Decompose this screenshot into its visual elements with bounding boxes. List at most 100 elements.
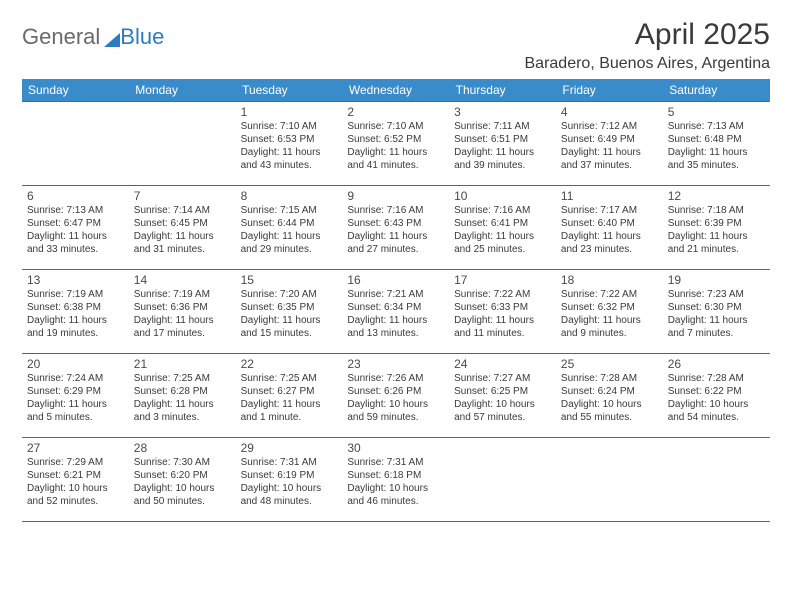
sunrise-line: Sunrise: 7:13 AM [27, 205, 124, 218]
daylight-line: Daylight: 11 hours and 13 minutes. [347, 315, 444, 341]
sunrise-line: Sunrise: 7:13 AM [668, 121, 765, 134]
daylight-line: Daylight: 10 hours and 50 minutes. [134, 483, 231, 509]
sunrise-line: Sunrise: 7:18 AM [668, 205, 765, 218]
sunset-line: Sunset: 6:43 PM [347, 218, 444, 231]
calendar-page: General Blue April 2025 Baradero, Buenos… [0, 0, 792, 532]
sunset-line: Sunset: 6:51 PM [454, 134, 551, 147]
sunset-line: Sunset: 6:45 PM [134, 218, 231, 231]
day-number: 9 [347, 189, 444, 204]
calendar-day-cell: 26Sunrise: 7:28 AMSunset: 6:22 PMDayligh… [663, 354, 770, 438]
calendar-day-cell: 30Sunrise: 7:31 AMSunset: 6:18 PMDayligh… [342, 438, 449, 522]
sunset-line: Sunset: 6:53 PM [241, 134, 338, 147]
header: General Blue April 2025 Baradero, Buenos… [22, 18, 770, 73]
day-number: 13 [27, 273, 124, 288]
day-header: Saturday [663, 79, 770, 102]
daylight-line: Daylight: 10 hours and 59 minutes. [347, 399, 444, 425]
sunrise-line: Sunrise: 7:14 AM [134, 205, 231, 218]
day-number: 12 [668, 189, 765, 204]
calendar-day-cell: 4Sunrise: 7:12 AMSunset: 6:49 PMDaylight… [556, 102, 663, 186]
calendar-day-cell: 6Sunrise: 7:13 AMSunset: 6:47 PMDaylight… [22, 186, 129, 270]
sunset-line: Sunset: 6:28 PM [134, 386, 231, 399]
daylight-line: Daylight: 11 hours and 23 minutes. [561, 231, 658, 257]
sunrise-line: Sunrise: 7:11 AM [454, 121, 551, 134]
calendar-day-cell: 7Sunrise: 7:14 AMSunset: 6:45 PMDaylight… [129, 186, 236, 270]
calendar-week: 20Sunrise: 7:24 AMSunset: 6:29 PMDayligh… [22, 354, 770, 438]
sunset-line: Sunset: 6:35 PM [241, 302, 338, 315]
sunrise-line: Sunrise: 7:27 AM [454, 373, 551, 386]
calendar-day-cell: 10Sunrise: 7:16 AMSunset: 6:41 PMDayligh… [449, 186, 556, 270]
sunset-line: Sunset: 6:18 PM [347, 470, 444, 483]
calendar-day-cell: 12Sunrise: 7:18 AMSunset: 6:39 PMDayligh… [663, 186, 770, 270]
sunset-line: Sunset: 6:36 PM [134, 302, 231, 315]
sunset-line: Sunset: 6:41 PM [454, 218, 551, 231]
calendar-day-cell: 11Sunrise: 7:17 AMSunset: 6:40 PMDayligh… [556, 186, 663, 270]
sunset-line: Sunset: 6:48 PM [668, 134, 765, 147]
calendar-day-cell: 27Sunrise: 7:29 AMSunset: 6:21 PMDayligh… [22, 438, 129, 522]
calendar-week: 13Sunrise: 7:19 AMSunset: 6:38 PMDayligh… [22, 270, 770, 354]
calendar-day-cell: 25Sunrise: 7:28 AMSunset: 6:24 PMDayligh… [556, 354, 663, 438]
calendar-day-cell: 13Sunrise: 7:19 AMSunset: 6:38 PMDayligh… [22, 270, 129, 354]
daylight-line: Daylight: 10 hours and 46 minutes. [347, 483, 444, 509]
calendar-day-cell: 24Sunrise: 7:27 AMSunset: 6:25 PMDayligh… [449, 354, 556, 438]
calendar-day-cell: 19Sunrise: 7:23 AMSunset: 6:30 PMDayligh… [663, 270, 770, 354]
calendar-day-cell: 20Sunrise: 7:24 AMSunset: 6:29 PMDayligh… [22, 354, 129, 438]
daylight-line: Daylight: 11 hours and 43 minutes. [241, 147, 338, 173]
sunrise-line: Sunrise: 7:16 AM [347, 205, 444, 218]
daylight-line: Daylight: 11 hours and 27 minutes. [347, 231, 444, 257]
day-number: 27 [27, 441, 124, 456]
sunrise-line: Sunrise: 7:30 AM [134, 457, 231, 470]
calendar-day-cell: 16Sunrise: 7:21 AMSunset: 6:34 PMDayligh… [342, 270, 449, 354]
calendar-empty-cell [663, 438, 770, 522]
logo-text-blue: Blue [120, 24, 164, 50]
daylight-line: Daylight: 11 hours and 9 minutes. [561, 315, 658, 341]
daylight-line: Daylight: 11 hours and 7 minutes. [668, 315, 765, 341]
calendar-day-cell: 9Sunrise: 7:16 AMSunset: 6:43 PMDaylight… [342, 186, 449, 270]
calendar-empty-cell [556, 438, 663, 522]
day-number: 24 [454, 357, 551, 372]
logo-text-general: General [22, 24, 100, 50]
sunset-line: Sunset: 6:30 PM [668, 302, 765, 315]
sunset-line: Sunset: 6:19 PM [241, 470, 338, 483]
daylight-line: Daylight: 11 hours and 11 minutes. [454, 315, 551, 341]
calendar-body: 1Sunrise: 7:10 AMSunset: 6:53 PMDaylight… [22, 102, 770, 522]
calendar-day-cell: 3Sunrise: 7:11 AMSunset: 6:51 PMDaylight… [449, 102, 556, 186]
day-header: Tuesday [236, 79, 343, 102]
sunrise-line: Sunrise: 7:28 AM [561, 373, 658, 386]
sunset-line: Sunset: 6:38 PM [27, 302, 124, 315]
sunset-line: Sunset: 6:20 PM [134, 470, 231, 483]
sunrise-line: Sunrise: 7:31 AM [241, 457, 338, 470]
daylight-line: Daylight: 11 hours and 37 minutes. [561, 147, 658, 173]
calendar-day-cell: 28Sunrise: 7:30 AMSunset: 6:20 PMDayligh… [129, 438, 236, 522]
day-header: Monday [129, 79, 236, 102]
calendar-day-cell: 21Sunrise: 7:25 AMSunset: 6:28 PMDayligh… [129, 354, 236, 438]
sunset-line: Sunset: 6:39 PM [668, 218, 765, 231]
day-header: Friday [556, 79, 663, 102]
day-number: 7 [134, 189, 231, 204]
sunrise-line: Sunrise: 7:10 AM [241, 121, 338, 134]
sunrise-line: Sunrise: 7:28 AM [668, 373, 765, 386]
sunset-line: Sunset: 6:22 PM [668, 386, 765, 399]
calendar-day-cell: 15Sunrise: 7:20 AMSunset: 6:35 PMDayligh… [236, 270, 343, 354]
daylight-line: Daylight: 10 hours and 48 minutes. [241, 483, 338, 509]
daylight-line: Daylight: 10 hours and 57 minutes. [454, 399, 551, 425]
day-number: 17 [454, 273, 551, 288]
daylight-line: Daylight: 11 hours and 41 minutes. [347, 147, 444, 173]
sunrise-line: Sunrise: 7:17 AM [561, 205, 658, 218]
day-number: 30 [347, 441, 444, 456]
daylight-line: Daylight: 11 hours and 19 minutes. [27, 315, 124, 341]
calendar-empty-cell [129, 102, 236, 186]
daylight-line: Daylight: 10 hours and 52 minutes. [27, 483, 124, 509]
sunset-line: Sunset: 6:21 PM [27, 470, 124, 483]
day-number: 18 [561, 273, 658, 288]
sunrise-line: Sunrise: 7:12 AM [561, 121, 658, 134]
day-number: 22 [241, 357, 338, 372]
daylight-line: Daylight: 11 hours and 1 minute. [241, 399, 338, 425]
sunset-line: Sunset: 6:52 PM [347, 134, 444, 147]
daylight-line: Daylight: 11 hours and 35 minutes. [668, 147, 765, 173]
sunset-line: Sunset: 6:25 PM [454, 386, 551, 399]
sunrise-line: Sunrise: 7:10 AM [347, 121, 444, 134]
daylight-line: Daylight: 10 hours and 55 minutes. [561, 399, 658, 425]
calendar-week: 6Sunrise: 7:13 AMSunset: 6:47 PMDaylight… [22, 186, 770, 270]
daylight-line: Daylight: 11 hours and 39 minutes. [454, 147, 551, 173]
sunset-line: Sunset: 6:29 PM [27, 386, 124, 399]
